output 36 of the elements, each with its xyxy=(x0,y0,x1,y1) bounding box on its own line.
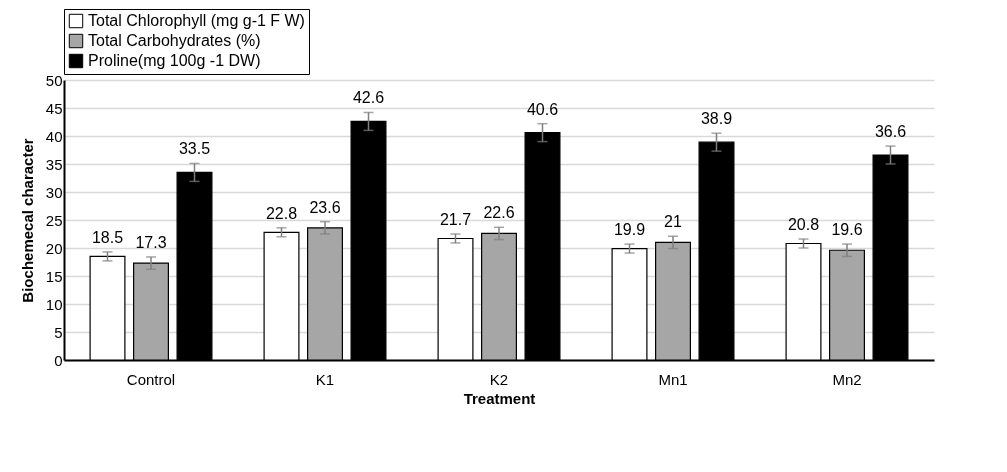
data-label: 40.6 xyxy=(526,100,559,118)
legend-label: Total Chlorophyll (mg g-1 F W) xyxy=(88,12,305,29)
y-tick-label: 10 xyxy=(45,295,63,313)
x-tick-label: Control xyxy=(126,370,176,388)
data-label: 33.5 xyxy=(178,140,211,158)
y-tick-label: 30 xyxy=(45,183,63,201)
data-label: 22.8 xyxy=(265,204,298,222)
data-label: 19.9 xyxy=(613,221,646,239)
y-tick-label: 25 xyxy=(45,211,63,229)
data-label: 38.9 xyxy=(700,110,733,128)
y-tick-label: 40 xyxy=(45,127,63,145)
x-axis-title: Treatment xyxy=(463,389,536,407)
y-tick-label: 0 xyxy=(54,351,63,369)
data-label: 21.7 xyxy=(439,211,472,228)
data-label: 20.8 xyxy=(787,216,820,234)
x-tick-label: Mn1 xyxy=(658,370,688,388)
y-tick-label: 5 xyxy=(54,323,63,341)
data-label: 36.6 xyxy=(874,123,907,141)
y-tick-label: 50 xyxy=(45,71,63,89)
y-axis-title: Biochemecal character xyxy=(18,138,36,303)
data-label: 42.6 xyxy=(352,89,385,107)
legend-label: Proline(mg 100g -1 DW) xyxy=(88,52,261,69)
data-label: 17.3 xyxy=(135,233,167,251)
x-tick-label: K2 xyxy=(489,370,509,388)
data-label: 23.6 xyxy=(309,198,341,216)
y-tick-label: 35 xyxy=(45,155,63,173)
x-tick-label: Mn2 xyxy=(832,370,862,388)
data-label: 22.6 xyxy=(483,204,515,222)
x-tick-label: K1 xyxy=(315,370,335,388)
data-label: 21 xyxy=(664,213,682,231)
data-label: 18.5 xyxy=(91,228,124,246)
y-tick-label: 20 xyxy=(45,239,63,257)
legend-label: Total Carbohydrates (%) xyxy=(88,32,261,49)
y-tick-label: 15 xyxy=(45,267,63,285)
data-label: 19.6 xyxy=(831,221,863,239)
y-tick-label: 45 xyxy=(45,99,63,117)
